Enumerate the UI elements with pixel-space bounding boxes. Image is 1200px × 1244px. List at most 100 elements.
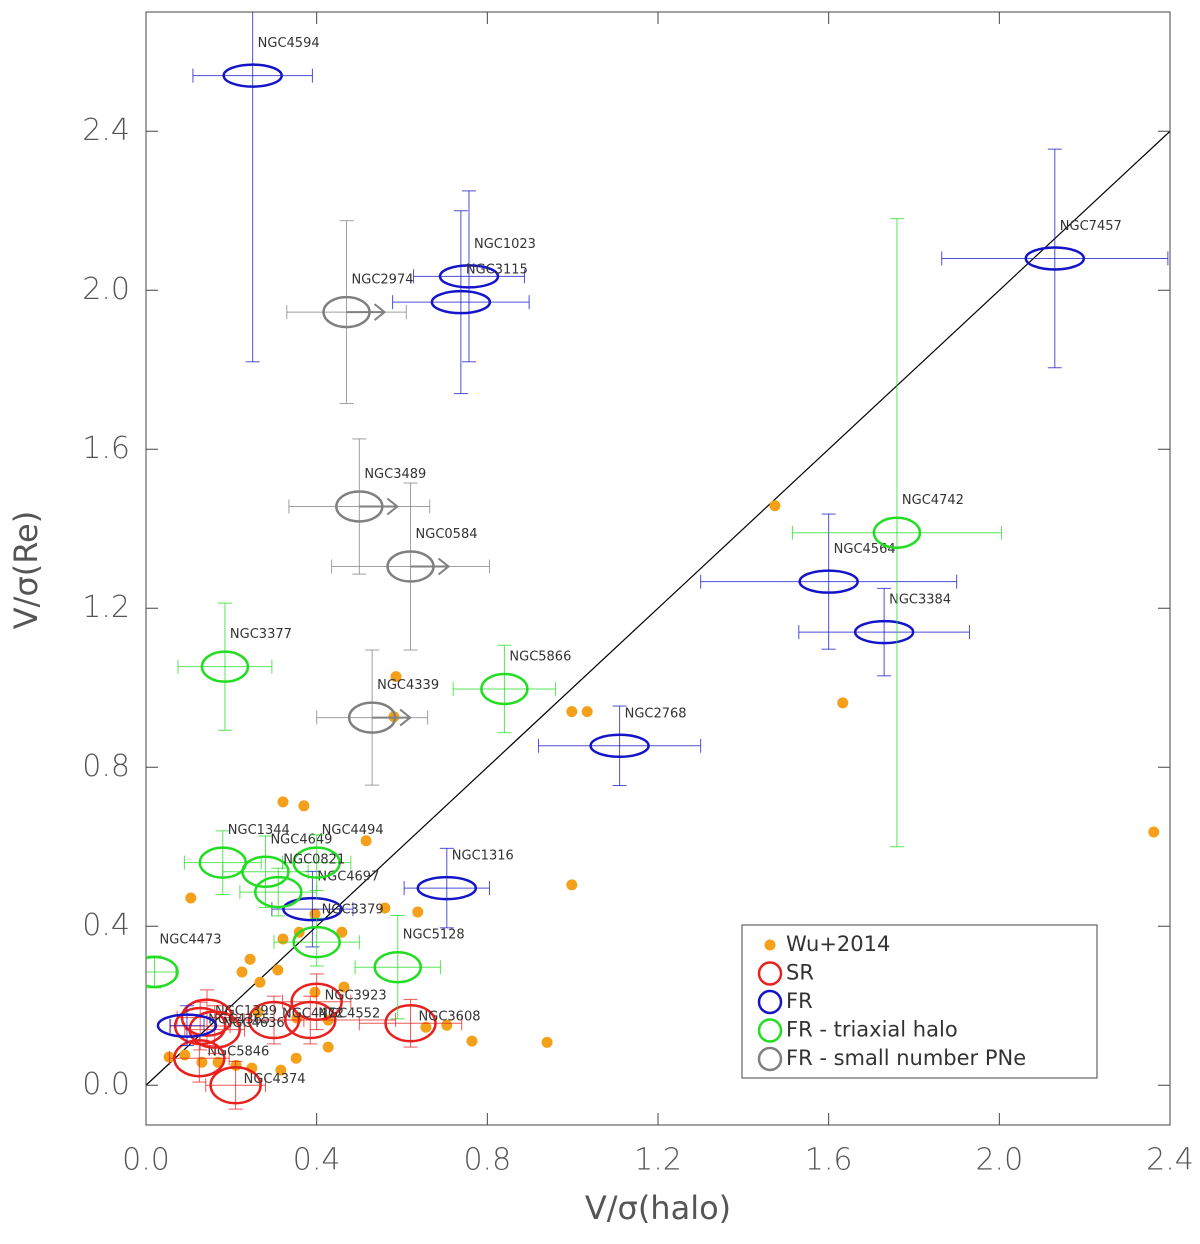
data-point bbox=[277, 933, 289, 945]
point-label: NGC1023 bbox=[474, 237, 536, 252]
point-label: NGC4564 bbox=[834, 542, 896, 557]
point-label: NGC4365 bbox=[208, 1013, 270, 1028]
data-point bbox=[798, 569, 859, 594]
point-label: NGC4374 bbox=[244, 1072, 306, 1087]
data-point bbox=[466, 1035, 478, 1047]
data-point bbox=[589, 733, 650, 759]
x-tick-label: 2.0 bbox=[975, 1143, 1023, 1178]
legend-marker bbox=[757, 1046, 783, 1072]
data-point bbox=[384, 1003, 437, 1043]
point-label: NGC3377 bbox=[230, 627, 292, 642]
y-tick-label: 2.4 bbox=[82, 113, 130, 148]
data-point bbox=[416, 875, 478, 901]
x-tick-label: 0.0 bbox=[122, 1143, 170, 1178]
data-point bbox=[309, 986, 321, 998]
legend-label: SR bbox=[786, 961, 814, 985]
point-label: NGC1344 bbox=[228, 823, 290, 838]
y-tick-label: 1.6 bbox=[82, 431, 130, 466]
data-point bbox=[146, 955, 179, 989]
data-point bbox=[272, 964, 284, 976]
data-point bbox=[336, 926, 348, 938]
point-label: NGC3379 bbox=[322, 903, 384, 918]
data-point bbox=[373, 950, 422, 984]
x-tick-label: 1.2 bbox=[634, 1143, 682, 1178]
data-point bbox=[566, 879, 578, 891]
lower-limit-arrow bbox=[346, 303, 387, 321]
x-tick-label: 0.8 bbox=[463, 1143, 511, 1178]
point-label: NGC4494 bbox=[322, 823, 384, 838]
legend-label: Wu+2014 bbox=[786, 932, 890, 956]
data-point bbox=[769, 500, 781, 512]
data-point bbox=[200, 650, 250, 683]
point-label: NGC3489 bbox=[364, 467, 426, 482]
x-axis-label: V/σ(halo) bbox=[585, 1189, 731, 1227]
point-label: NGC4339 bbox=[377, 678, 439, 693]
legend-marker bbox=[757, 1018, 783, 1043]
data-point bbox=[254, 875, 303, 909]
point-label: NGC3923 bbox=[325, 988, 387, 1003]
data-point bbox=[480, 672, 529, 706]
data-point bbox=[156, 1013, 218, 1038]
data-point bbox=[222, 63, 283, 88]
legend-label: FR - small number PNe bbox=[786, 1046, 1026, 1070]
point-label: NGC3115 bbox=[466, 263, 528, 278]
y-axis-label: V/σ(Re) bbox=[7, 511, 45, 629]
data-point bbox=[292, 925, 341, 959]
legend-label: FR bbox=[786, 989, 813, 1013]
data-point bbox=[179, 1049, 191, 1061]
data-point bbox=[322, 1041, 334, 1053]
data-point bbox=[309, 908, 321, 920]
data-point bbox=[282, 896, 343, 922]
y-tick-label: 0.8 bbox=[82, 749, 130, 784]
data-point bbox=[338, 981, 350, 993]
point-label: NGC3608 bbox=[419, 1010, 481, 1025]
data-point bbox=[853, 619, 915, 645]
data-point bbox=[379, 902, 391, 914]
x-tick-label: 2.4 bbox=[1146, 1143, 1194, 1178]
data-point bbox=[212, 1056, 224, 1068]
data-point bbox=[566, 706, 578, 718]
data-point bbox=[441, 1019, 453, 1031]
data-point bbox=[236, 966, 248, 978]
data-point bbox=[244, 953, 256, 965]
point-label: NGC4552 bbox=[318, 1007, 380, 1022]
data-point bbox=[277, 796, 289, 808]
point-label: NGC4742 bbox=[902, 493, 964, 508]
point-label: NGC0821 bbox=[283, 853, 345, 868]
data-point bbox=[1148, 826, 1160, 838]
data-point bbox=[360, 835, 372, 847]
legend-marker bbox=[757, 961, 783, 986]
y-tick-label: 0.0 bbox=[82, 1067, 130, 1102]
point-label: NGC4594 bbox=[258, 36, 320, 51]
lower-limit-arrow bbox=[359, 497, 399, 516]
data-point bbox=[438, 264, 500, 289]
legend-box bbox=[741, 924, 1098, 1079]
legend-label: FR - triaxial halo bbox=[786, 1018, 958, 1042]
data-point bbox=[241, 855, 290, 889]
data-point bbox=[541, 1036, 553, 1048]
point-label: NGC0584 bbox=[416, 527, 478, 542]
legend-marker bbox=[757, 989, 783, 1015]
data-point bbox=[420, 1021, 432, 1033]
data-point bbox=[390, 671, 402, 683]
point-label: NGC3384 bbox=[889, 593, 951, 608]
legend-marker bbox=[764, 939, 776, 951]
point-label: NGC1316 bbox=[452, 849, 514, 864]
data-point bbox=[290, 1052, 302, 1064]
point-label: NGC5846 bbox=[207, 1045, 269, 1060]
y-tick-label: 1.2 bbox=[82, 590, 130, 625]
data-point bbox=[837, 697, 849, 709]
point-label: NGC2974 bbox=[352, 273, 414, 288]
y-tick-label: 2.0 bbox=[82, 272, 130, 307]
data-point bbox=[275, 1064, 287, 1076]
data-point bbox=[430, 289, 492, 315]
y-tick-label: 0.4 bbox=[82, 908, 130, 943]
point-label: NGC4473 bbox=[160, 932, 222, 947]
data-point bbox=[292, 846, 341, 879]
point-label: NGC7457 bbox=[1060, 219, 1122, 234]
data-point bbox=[209, 1066, 262, 1105]
data-point bbox=[581, 706, 593, 718]
data-point bbox=[173, 1038, 226, 1078]
lower-limit-arrow bbox=[410, 557, 451, 576]
lower-limit-arrow bbox=[372, 708, 412, 727]
